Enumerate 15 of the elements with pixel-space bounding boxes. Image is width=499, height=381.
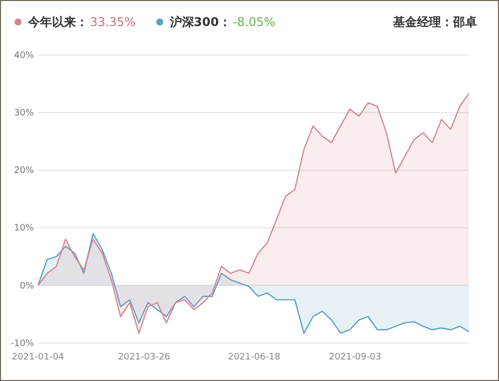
text: 基金经理：邵卓 (392, 15, 477, 29)
x-tick-label: 2021-06-18 (228, 352, 281, 362)
legend-label: 今年以来： (27, 15, 88, 29)
y-tick-label: 30% (14, 108, 34, 118)
y-tick-label: 0% (20, 281, 34, 292)
text: 33.35% (90, 15, 136, 29)
y-tick-label: 40% (14, 50, 34, 61)
x-tick-label: 2021-03-26 (118, 352, 171, 362)
x-tick-label: 2021-09-03 (328, 352, 382, 362)
text: -8.05% (232, 15, 276, 29)
y-tick-label: 10% (14, 224, 34, 234)
y-tick-label: -10% (10, 338, 34, 349)
x-tick-label: 2021-01-04 (12, 352, 64, 362)
y-tick-label: 20% (14, 166, 34, 176)
legend-label: 沪深300： (168, 15, 231, 29)
